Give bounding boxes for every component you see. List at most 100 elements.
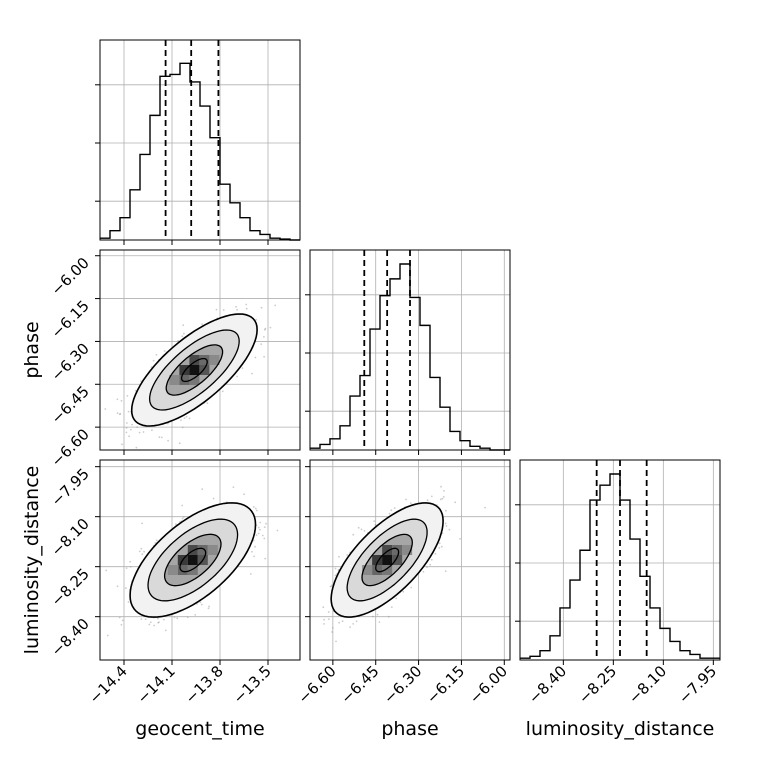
sample-point [402, 590, 405, 593]
density-bin [392, 545, 403, 555]
sample-point [215, 308, 218, 311]
sample-point [182, 516, 185, 518]
sample-point [363, 530, 366, 532]
sample-point [236, 308, 239, 311]
sample-point [157, 617, 159, 620]
sample-point [141, 522, 144, 525]
sample-point [136, 426, 139, 429]
sample-point [426, 566, 428, 568]
sample-point [251, 372, 253, 375]
sample-point [393, 507, 396, 509]
x-tick-label: −6.00 [466, 662, 511, 707]
sample-point [183, 332, 185, 335]
sample-point [335, 640, 337, 643]
sample-point [388, 512, 391, 515]
sample-point [104, 408, 107, 410]
density-bin [209, 355, 220, 365]
sample-point [163, 618, 165, 621]
sample-point [426, 499, 429, 502]
sample-point [125, 427, 128, 429]
sample-point [128, 435, 131, 438]
sample-point [153, 624, 156, 627]
sample-point [155, 539, 158, 542]
sample-point [257, 526, 260, 529]
sample-point [181, 517, 184, 520]
scatter-geocent_time-vs-phase-content [100, 250, 300, 450]
hist-phase [305, 249, 511, 451]
sample-point [157, 621, 160, 624]
sample-point [360, 528, 363, 531]
sample-point [121, 443, 123, 446]
sample-point [346, 554, 349, 556]
sample-point [175, 523, 177, 525]
density-bin [382, 565, 393, 575]
sample-point [116, 585, 119, 588]
sample-point [118, 616, 121, 619]
x-axis-label: phase [381, 718, 438, 740]
sample-point [263, 355, 265, 358]
x-tick-label: −7.95 [675, 662, 720, 707]
sample-point [140, 380, 142, 382]
y-tick-label: −6.15 [48, 297, 93, 342]
y-tick-label: −6.45 [48, 382, 93, 427]
sample-point [116, 398, 119, 401]
hist-geocent_time-frame [99, 39, 301, 241]
hist-geocent_time-background [100, 40, 300, 240]
sample-point [161, 436, 163, 439]
density-bin [382, 555, 393, 565]
sample-point [378, 621, 381, 623]
sample-point [126, 422, 128, 424]
x-tick-label: −6.15 [423, 662, 468, 707]
sample-point [131, 423, 134, 426]
sample-point [199, 601, 202, 604]
sample-point [328, 618, 330, 620]
density-bin [402, 545, 413, 555]
sample-point [138, 550, 141, 553]
sample-point [337, 569, 340, 571]
density-bin [169, 375, 180, 385]
y-tick-label: −8.25 [48, 565, 93, 610]
sample-point [352, 533, 355, 536]
sample-point [149, 621, 152, 624]
sample-point [232, 486, 235, 488]
y-axis-label: luminosity_distance [21, 466, 43, 655]
sample-point [376, 613, 379, 616]
sample-point [120, 399, 123, 402]
sample-point [148, 623, 151, 626]
density-bin [199, 355, 210, 365]
sample-point [263, 526, 266, 528]
sample-point [438, 542, 441, 545]
sample-point [236, 375, 239, 378]
sample-point [422, 570, 425, 573]
sample-point [255, 509, 258, 512]
sample-point [338, 621, 340, 624]
sample-point [144, 618, 147, 621]
x-tick-label: −13.5 [230, 662, 275, 707]
sample-point [390, 606, 393, 608]
sample-point [334, 574, 337, 577]
sample-point [459, 538, 461, 540]
hist-geocent_time [95, 39, 301, 241]
sample-point [186, 616, 189, 619]
sample-point [135, 446, 138, 449]
sample-point [257, 532, 260, 535]
sample-point [151, 429, 153, 432]
sample-point [263, 537, 266, 540]
sample-point [445, 525, 448, 527]
sample-point [106, 634, 109, 637]
sample-point [206, 402, 209, 405]
sample-point [409, 502, 412, 505]
sample-point [442, 496, 445, 498]
sample-point [322, 606, 325, 609]
sample-point [444, 522, 447, 525]
sample-point [440, 545, 443, 548]
density-bin [197, 545, 208, 555]
x-axis-label: geocent_time [135, 718, 264, 740]
density-bin [372, 555, 383, 565]
sample-point [390, 509, 393, 512]
sample-point [167, 439, 170, 442]
contour-line [361, 533, 413, 587]
scatter-geocent_time-vs-luminosity_distance-content [100, 460, 300, 660]
sample-point [448, 528, 451, 531]
density-bin [189, 355, 200, 365]
